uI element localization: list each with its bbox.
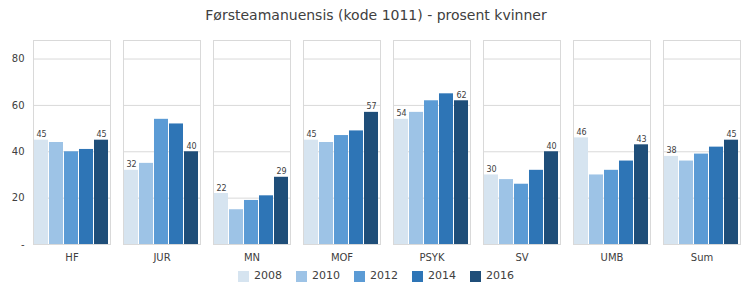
html-text:2016: 2016 xyxy=(486,269,514,282)
html-text:2014: 2014 xyxy=(428,269,456,282)
svg-text:45: 45 xyxy=(96,130,106,139)
svg-text:29: 29 xyxy=(276,167,286,176)
svg-text:22: 22 xyxy=(216,184,226,193)
svg-text:-: - xyxy=(21,239,25,250)
svg-text:MOF: MOF xyxy=(331,252,353,263)
html-text:2012: 2012 xyxy=(370,269,398,282)
svg-text:62: 62 xyxy=(456,91,466,100)
html-text:2008: 2008 xyxy=(254,269,282,282)
svg-text:45: 45 xyxy=(36,130,46,139)
svg-text:MN: MN xyxy=(244,252,260,263)
svg-text:45: 45 xyxy=(306,130,316,139)
svg-text:SV: SV xyxy=(515,252,528,263)
svg-text:43: 43 xyxy=(636,135,646,144)
svg-text:46: 46 xyxy=(576,128,586,137)
html-text:2010: 2010 xyxy=(312,269,340,282)
svg-text:PSYK: PSYK xyxy=(419,252,444,263)
svg-text:80: 80 xyxy=(12,53,25,64)
svg-text:32: 32 xyxy=(126,160,136,169)
svg-text:40: 40 xyxy=(186,142,196,151)
svg-text:40: 40 xyxy=(546,142,556,151)
svg-text:45: 45 xyxy=(726,130,736,139)
svg-text:UMB: UMB xyxy=(601,252,624,263)
html-text:Førsteamanuensis (kode 1011) -: Førsteamanuensis (kode 1011) - prosent k… xyxy=(205,7,547,23)
svg-text:20: 20 xyxy=(12,192,25,203)
svg-text:30: 30 xyxy=(486,165,496,174)
svg-text:57: 57 xyxy=(366,102,376,111)
svg-text:HF: HF xyxy=(65,252,79,263)
svg-text:54: 54 xyxy=(396,109,406,118)
svg-text:60: 60 xyxy=(12,100,25,111)
svg-text:JUR: JUR xyxy=(152,252,170,263)
svg-text:38: 38 xyxy=(666,146,676,155)
svg-text:40: 40 xyxy=(12,146,25,157)
svg-text:Sum: Sum xyxy=(691,252,713,263)
